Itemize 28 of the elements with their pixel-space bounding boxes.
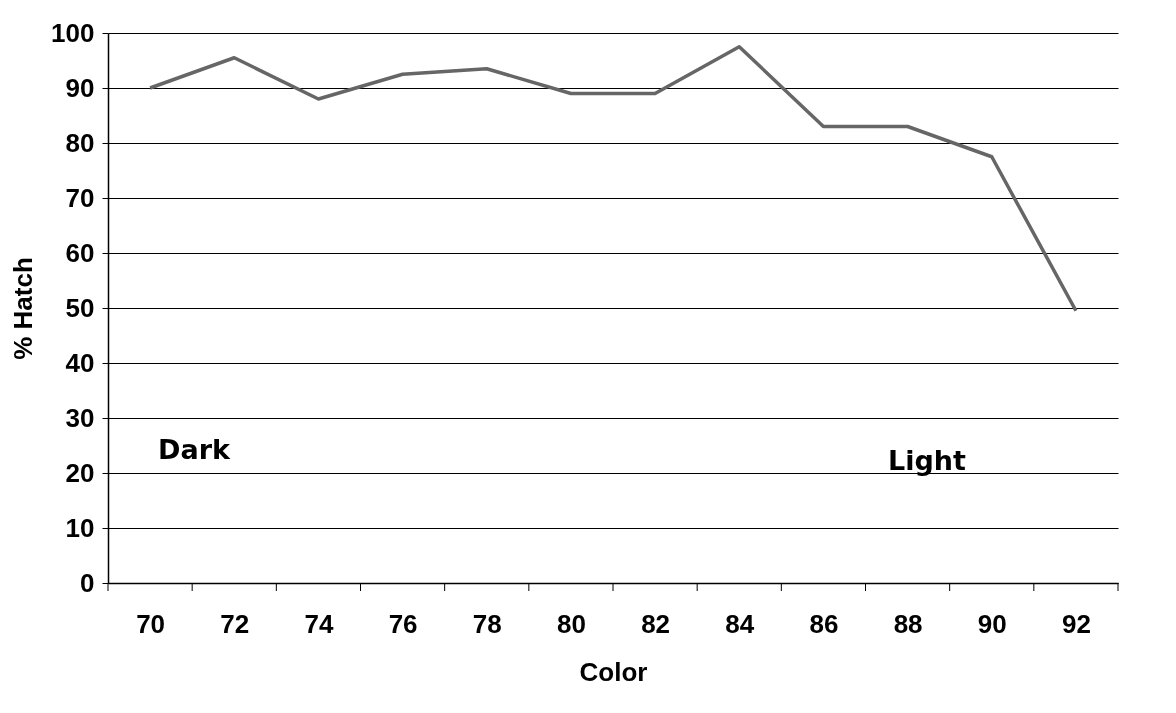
x-tick-label: 88 [893,608,923,639]
x-tick-label: 92 [1061,608,1091,639]
x-tick-label: 72 [220,608,250,639]
line-series [148,45,1078,313]
annotation: Dark [158,434,231,465]
y-tick-label: 60 [65,237,95,268]
y-tick-label: 90 [65,72,95,103]
x-tick-label: 80 [556,608,586,639]
x-tick-label: 84 [725,608,755,639]
x-tick-label: 90 [977,608,1007,639]
x-tick-label: 76 [388,608,418,639]
y-tick-label: 80 [65,127,95,158]
y-tick-label: 10 [65,512,95,543]
x-tick-label: 86 [809,608,839,639]
annotation: Light [888,445,967,476]
y-tick-label: 0 [80,567,95,598]
y-axis-title: % Hatch [8,257,39,360]
x-tick-label: 78 [472,608,502,639]
y-tick-label: 50 [65,292,95,323]
x-axis-title: Color [579,656,648,687]
y-tick-label: 100 [51,17,95,48]
y-tick-label: 40 [65,347,95,378]
y-tick-label: 70 [65,182,95,213]
x-tick-label: 70 [136,608,166,639]
y-tick-label: 30 [65,402,95,433]
x-tick-label: 82 [641,608,671,639]
x-tick-label: 74 [304,608,334,639]
y-tick-label: 20 [65,457,95,488]
